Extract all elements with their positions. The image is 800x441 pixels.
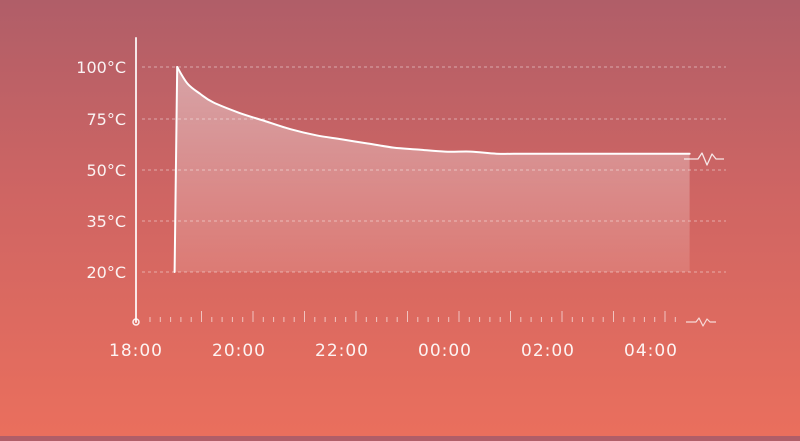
x-tick-label: 02:00 <box>521 341 575 361</box>
plot-area <box>175 67 690 272</box>
y-tick-label: 75°C <box>86 110 126 129</box>
pulse-break-icon <box>684 153 724 165</box>
x-tick-label: 22:00 <box>315 341 369 361</box>
x-tick-label: 18:00 <box>109 341 163 361</box>
x-axis-labels: 18:00 20:00 22:00 00:00 02:00 04:00 <box>109 341 678 361</box>
pulse-break-icon <box>686 318 716 326</box>
series-area <box>175 67 690 272</box>
y-tick-label: 20°C <box>86 263 126 282</box>
y-axis-labels: 100°C 75°C 50°C 35°C 20°C <box>76 58 126 282</box>
y-tick-label: 35°C <box>86 212 126 231</box>
y-tick-label: 100°C <box>76 58 126 77</box>
x-tick-label: 00:00 <box>418 341 472 361</box>
y-tick-label: 50°C <box>86 161 126 180</box>
x-tick-label: 04:00 <box>624 341 678 361</box>
x-tick-label: 20:00 <box>212 341 266 361</box>
